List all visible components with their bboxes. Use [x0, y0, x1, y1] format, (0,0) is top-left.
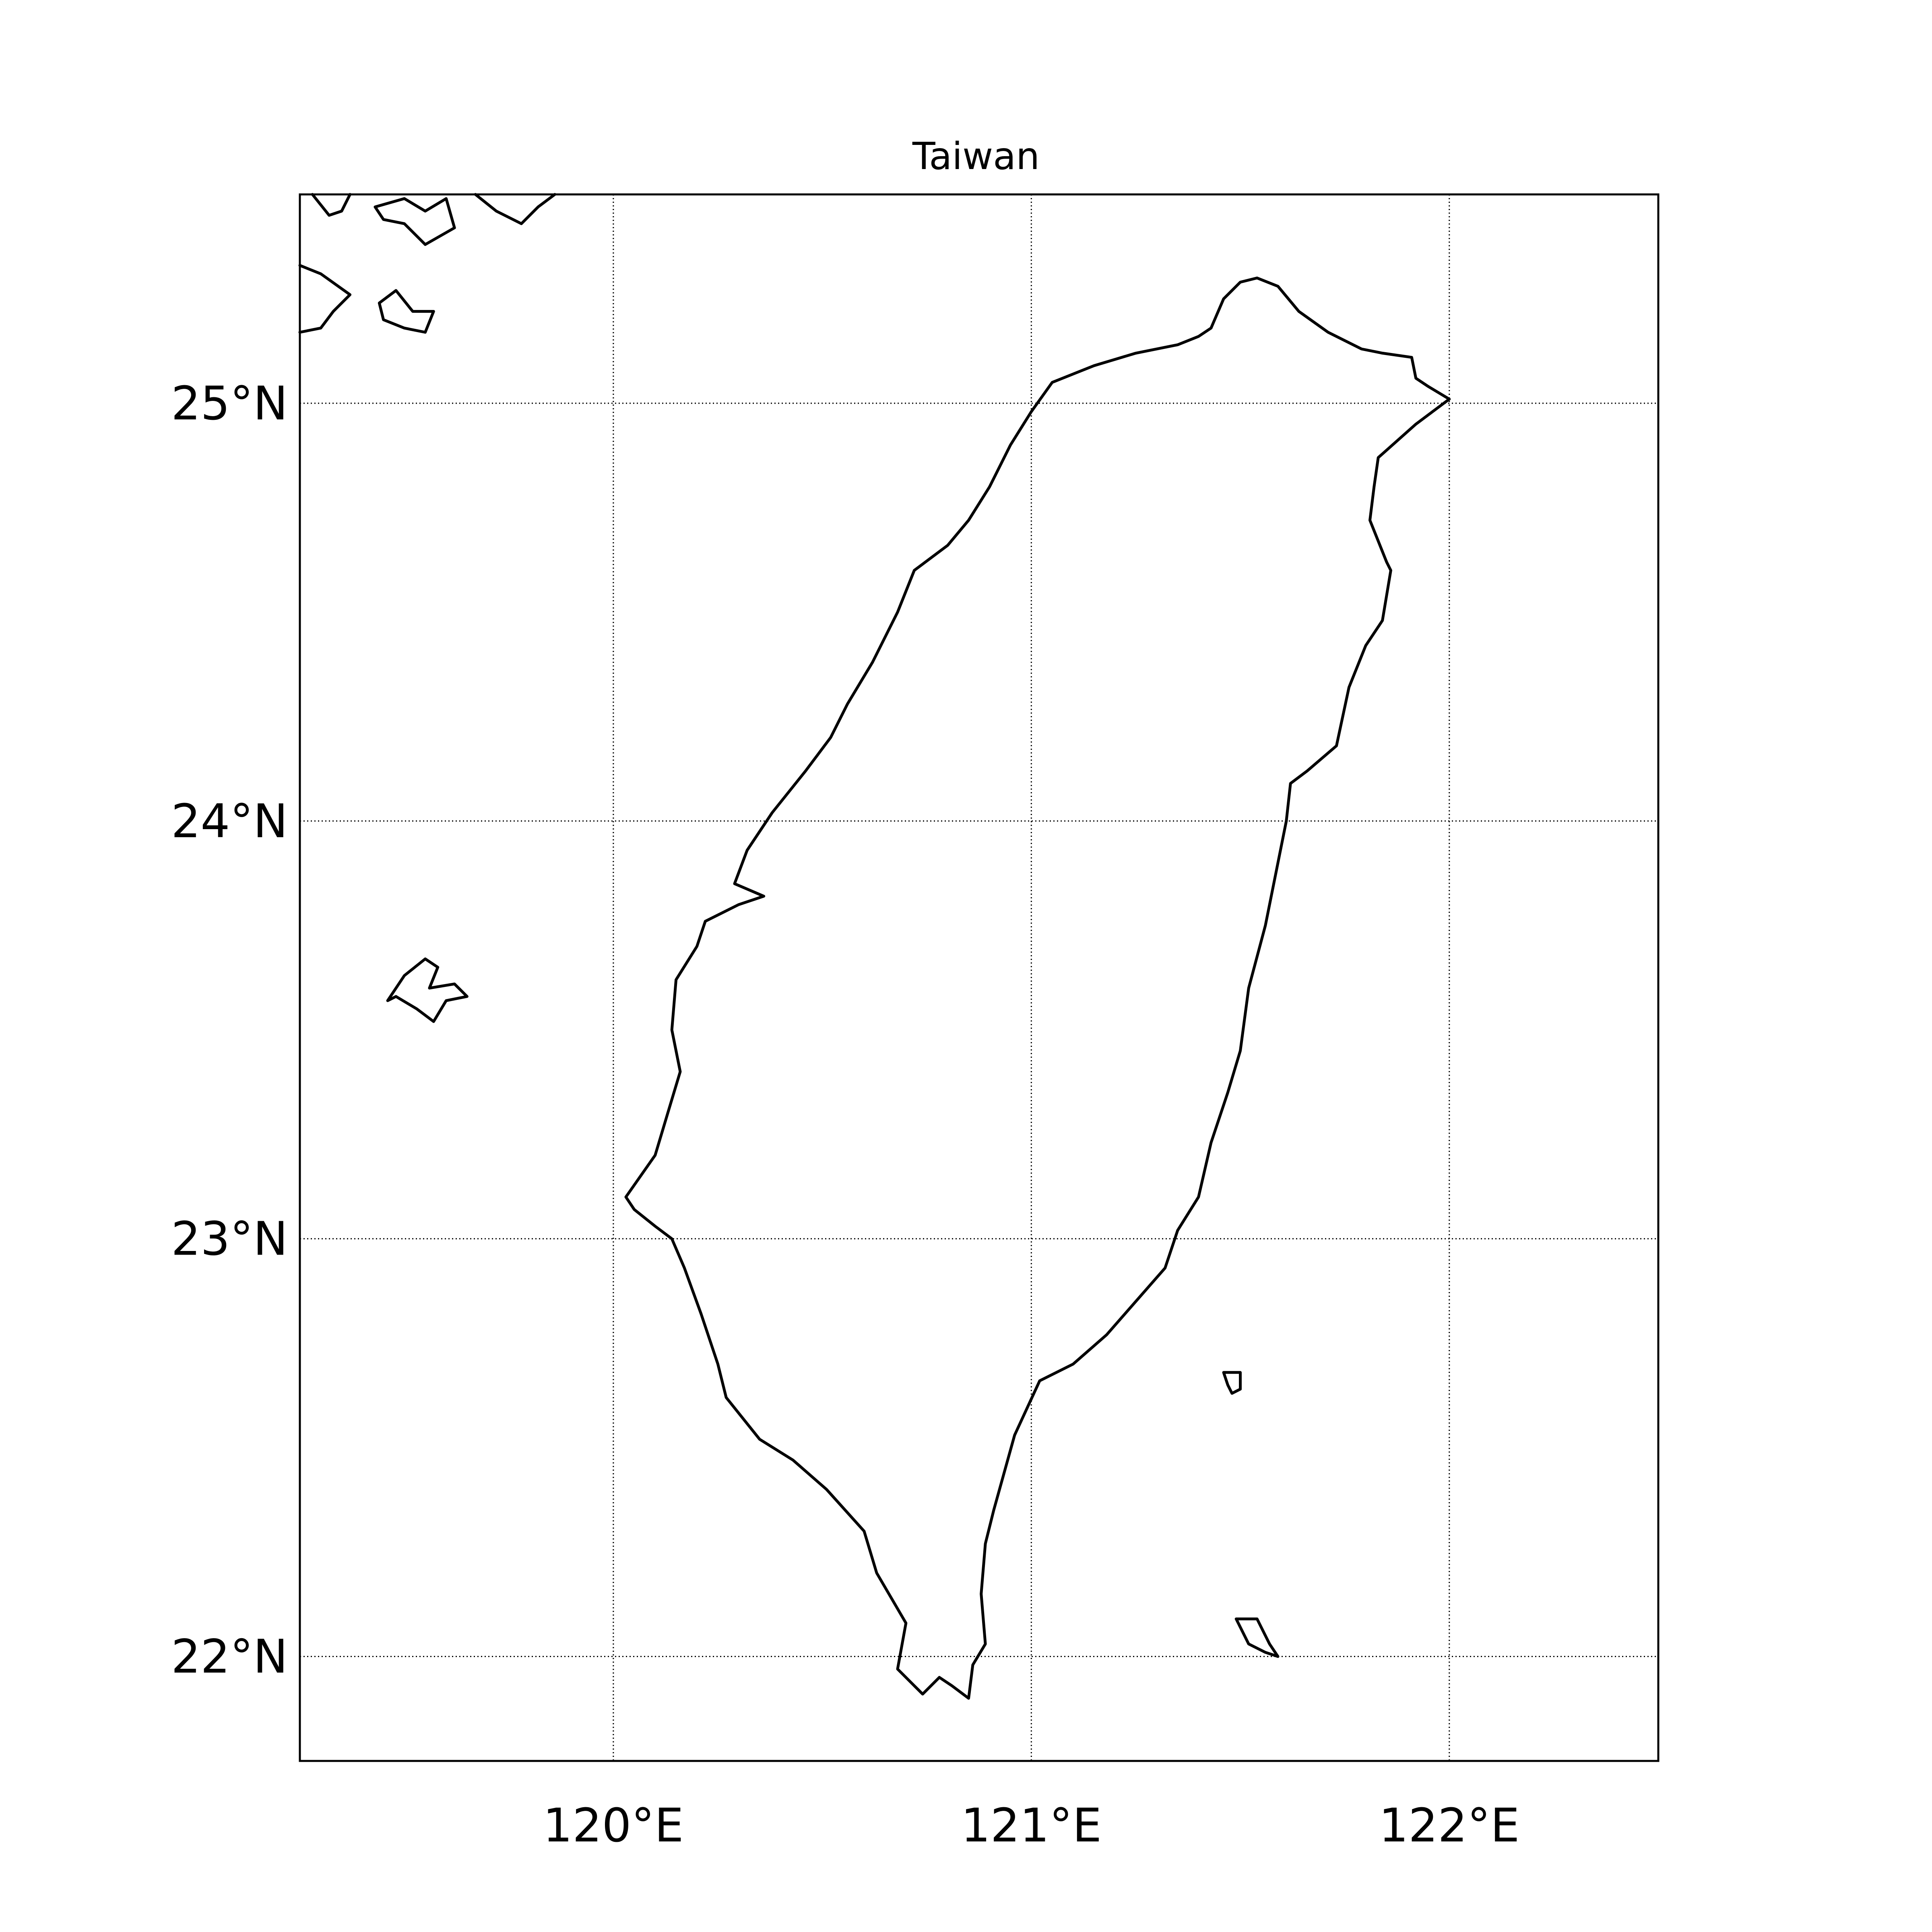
green-island [1222, 1371, 1242, 1395]
latitude-tick-label: 25°N [171, 377, 288, 431]
longitude-tick-label: 121°E [961, 1799, 1102, 1853]
taiwan-island [624, 277, 1451, 1700]
mainland-islet-north [374, 197, 456, 246]
mainland-coast-west [298, 264, 352, 334]
orchid-island [1234, 1617, 1280, 1658]
latitude-tick-label: 22°N [171, 1630, 288, 1684]
mainland-coast-northeast [474, 193, 556, 225]
graticule [300, 194, 1658, 1761]
penghu-islands [386, 957, 469, 1023]
latitude-tick-label: 23°N [171, 1212, 288, 1266]
longitude-tick-label: 120°E [543, 1799, 684, 1853]
map-title: Taiwan [912, 134, 1040, 178]
latitude-tick-label: 24°N [171, 795, 288, 848]
mainland-islet-west [378, 289, 435, 334]
mainland-coast-north [311, 193, 352, 217]
coastlines [298, 193, 1451, 1700]
longitude-tick-label: 122°E [1379, 1799, 1520, 1853]
map-frame [299, 193, 1660, 1762]
axis-labels: 120°E 121°E 122°E 22°N 23°N 24°N 25°N [171, 377, 1519, 1853]
